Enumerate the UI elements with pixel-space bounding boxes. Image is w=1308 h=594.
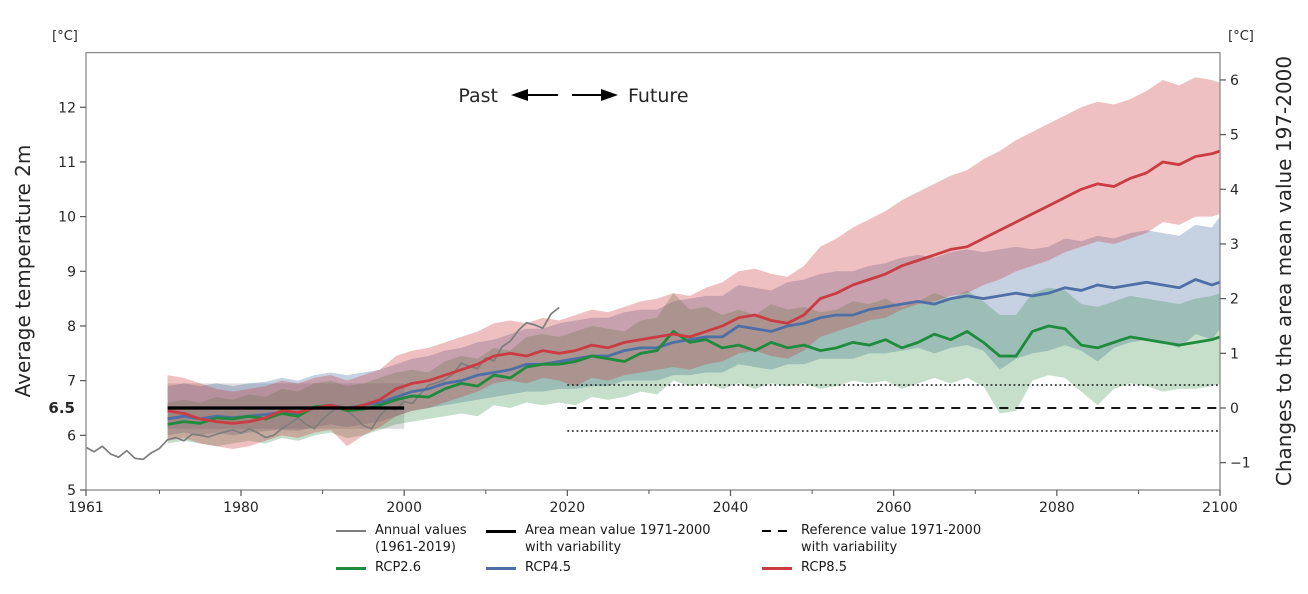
rcp45-line-swatch	[486, 567, 516, 570]
x-tick-label: 2000	[386, 500, 422, 516]
left-tick-label: 5	[67, 483, 76, 499]
annual-values-line-swatch	[336, 530, 366, 532]
chart-legend: Annual values (1961-2019) RCP2.6 Area me…	[0, 522, 1308, 588]
x-tick-label: 2080	[1039, 500, 1075, 516]
legend-reference-line2: with variability	[801, 540, 898, 555]
rcp85-band	[167, 77, 1220, 449]
legend-item-reference: Reference value 1971-2000 with variabili…	[762, 522, 981, 556]
past-label: Past	[458, 85, 498, 107]
legend-rcp45-label: RCP4.5	[525, 560, 571, 575]
right-tick-label: 2	[1230, 292, 1239, 308]
plot-layer	[85, 77, 1221, 461]
right-tick-label: 4	[1230, 182, 1239, 198]
legend-item-rcp26: RCP2.6	[336, 559, 467, 576]
right-tick-label: 5	[1230, 128, 1239, 144]
left-axis-unit: [°C]	[52, 29, 78, 44]
right-tick-label: −1	[1230, 456, 1251, 472]
rcp85-line-swatch	[762, 567, 792, 570]
x-tick-label: 2020	[550, 500, 586, 516]
right-tick-label: 0	[1230, 401, 1239, 417]
legend-column-2: Area mean value 1971-2000 with variabili…	[486, 522, 711, 576]
x-tick-label: 1961	[68, 500, 104, 516]
legend-annual-line1: Annual values	[375, 523, 467, 538]
legend-rcp26-label: RCP2.6	[375, 560, 421, 575]
left-axis-title: Average temperature 2m	[11, 145, 35, 398]
left-tick-label: 9	[67, 264, 76, 280]
left-tick-label: 11	[58, 155, 76, 171]
legend-column-3: Reference value 1971-2000 with variabili…	[762, 522, 981, 576]
legend-area-mean-line1: Area mean value 1971-2000	[525, 523, 711, 538]
legend-item-annual-values: Annual values (1961-2019)	[336, 522, 467, 556]
future-label: Future	[628, 85, 689, 107]
right-tick-label: 6	[1230, 73, 1239, 89]
legend-rcp85-label: RCP8.5	[801, 560, 847, 575]
legend-column-1: Annual values (1961-2019) RCP2.6	[336, 522, 467, 576]
left-tick-label: 8	[67, 319, 76, 335]
x-tick-label: 2100	[1202, 500, 1238, 516]
rcp26-band	[167, 287, 1220, 447]
right-axis-unit: [°C]	[1228, 29, 1254, 44]
rcp26-line-swatch	[336, 567, 366, 570]
left-tick-label: 7	[67, 374, 76, 390]
legend-item-rcp45: RCP4.5	[486, 559, 711, 576]
right-tick-label: 1	[1230, 346, 1239, 362]
area-mean-line-swatch	[486, 530, 516, 533]
mean-value-tick-label: 6.5	[48, 399, 75, 417]
left-tick-label: 6	[67, 428, 76, 444]
legend-item-rcp85: RCP8.5	[762, 559, 981, 576]
legend-reference-line1: Reference value 1971-2000	[801, 523, 982, 538]
legend-area-mean-line2: with variability	[525, 540, 622, 555]
past-future-arrows	[511, 89, 618, 101]
legend-annual-line2: (1961-2019)	[375, 540, 457, 555]
right-axis-title: Changes to the area mean value 197-2000	[1272, 56, 1296, 486]
x-tick-label: 1980	[223, 500, 259, 516]
annual-values-line	[85, 306, 560, 461]
right-tick-label: 3	[1230, 237, 1239, 253]
x-tick-label: 2040	[713, 500, 749, 516]
left-tick-label: 10	[58, 210, 76, 226]
x-tick-label: 2060	[876, 500, 912, 516]
legend-item-area-mean: Area mean value 1971-2000 with variabili…	[486, 522, 711, 556]
reference-line-swatch	[762, 530, 792, 532]
left-tick-label: 12	[58, 100, 76, 116]
